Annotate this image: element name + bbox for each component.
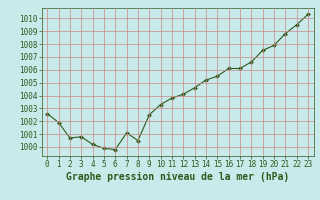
X-axis label: Graphe pression niveau de la mer (hPa): Graphe pression niveau de la mer (hPa) xyxy=(66,172,289,182)
